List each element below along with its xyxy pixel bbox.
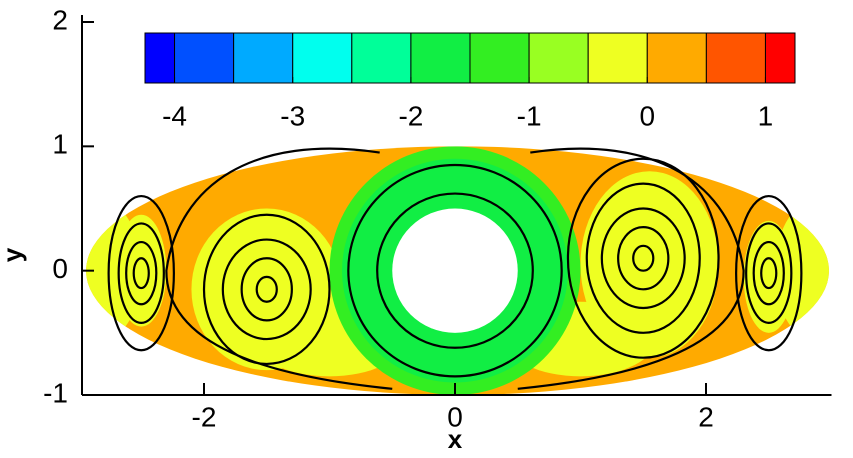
colorbar-tick-label: 1 bbox=[758, 100, 774, 131]
streamline bbox=[240, 257, 293, 322]
y-axis-label: y bbox=[0, 247, 27, 262]
streamline bbox=[347, 163, 563, 378]
streamline bbox=[600, 207, 686, 310]
axes bbox=[81, 15, 832, 396]
streamline bbox=[165, 147, 393, 390]
streamline bbox=[107, 194, 175, 352]
colorbar-tick-label: -1 bbox=[517, 100, 542, 131]
streamline bbox=[745, 222, 793, 324]
colorbar-segment bbox=[705, 32, 766, 84]
x-tick-label: 2 bbox=[698, 401, 714, 432]
colorbar-segment bbox=[292, 32, 353, 84]
x-tick-label: 0 bbox=[447, 401, 463, 432]
streamline bbox=[760, 257, 778, 290]
streamline bbox=[632, 244, 655, 272]
x-tick-label: -2 bbox=[192, 401, 217, 432]
streamline bbox=[566, 157, 720, 359]
colorbar-tick-label: -2 bbox=[398, 100, 423, 131]
streamline bbox=[221, 238, 312, 341]
region bbox=[743, 220, 794, 333]
contour-field bbox=[86, 146, 829, 395]
colorbar-segment bbox=[144, 32, 176, 84]
colorbar-segment bbox=[233, 32, 294, 84]
y-tick-label: 0 bbox=[52, 253, 68, 284]
colorbar-tick-label: -4 bbox=[162, 100, 187, 131]
streamline bbox=[132, 257, 150, 290]
streamline bbox=[752, 240, 785, 306]
streamline bbox=[735, 194, 803, 352]
colorbar-segment bbox=[764, 32, 796, 84]
colorbar-segment bbox=[528, 32, 589, 84]
x-axis-label: x bbox=[448, 424, 463, 454]
region bbox=[392, 208, 518, 333]
y-tick-label: 2 bbox=[52, 4, 68, 35]
region bbox=[116, 214, 167, 327]
streamline bbox=[255, 275, 278, 303]
streamlines bbox=[107, 147, 803, 390]
streamline bbox=[376, 192, 534, 349]
colorbar-segment bbox=[646, 32, 707, 84]
streamline bbox=[617, 226, 670, 291]
colorbar-tick-label: -3 bbox=[280, 100, 305, 131]
streamline bbox=[125, 240, 158, 306]
colorbar-segment bbox=[174, 32, 235, 84]
streamline bbox=[117, 222, 165, 324]
colorbar-tick-label: 0 bbox=[639, 100, 655, 131]
y-tick-label: 1 bbox=[52, 129, 68, 160]
colorbar-segment bbox=[410, 32, 471, 84]
colorbar-segment bbox=[351, 32, 412, 84]
region bbox=[775, 202, 829, 340]
y-tick-label: -1 bbox=[43, 377, 68, 408]
streamline bbox=[585, 182, 701, 334]
colorbar-segment bbox=[469, 32, 530, 84]
colorbar-segment bbox=[587, 32, 648, 84]
streamline bbox=[517, 147, 745, 390]
streamline bbox=[202, 213, 331, 366]
